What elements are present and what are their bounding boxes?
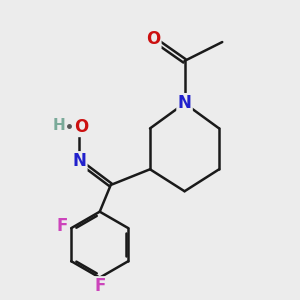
- Text: N: N: [72, 152, 86, 170]
- Text: F: F: [57, 217, 68, 235]
- Text: O: O: [146, 30, 160, 48]
- Text: F: F: [94, 278, 105, 296]
- Text: H: H: [52, 118, 65, 133]
- Text: O: O: [74, 118, 88, 136]
- Text: N: N: [178, 94, 191, 112]
